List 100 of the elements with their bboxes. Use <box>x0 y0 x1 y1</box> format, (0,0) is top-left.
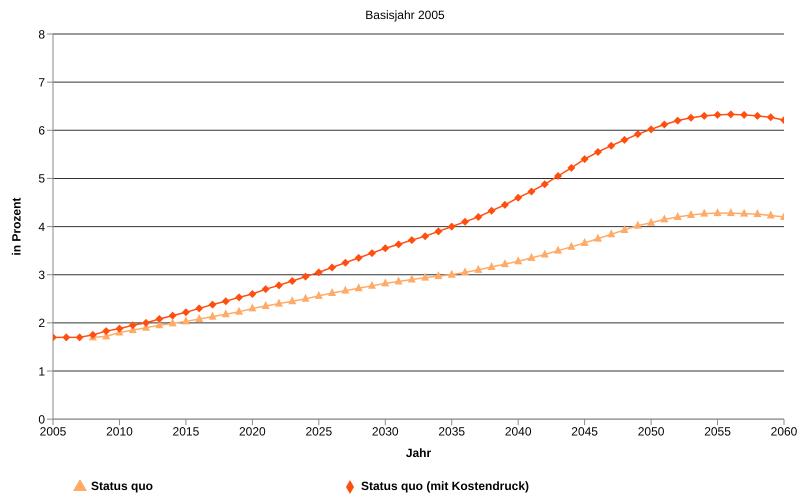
chart-title: Basisjahr 2005 <box>364 8 446 24</box>
point <box>660 214 668 222</box>
point <box>554 172 562 180</box>
point <box>567 164 576 172</box>
point <box>753 209 762 218</box>
y-tick-label: 4 <box>38 220 46 234</box>
point <box>700 112 708 120</box>
point <box>594 148 602 156</box>
x-axis-title: Jahr <box>406 446 432 460</box>
x-tick-label: 2030 <box>372 424 399 439</box>
point <box>248 290 256 298</box>
point <box>647 125 656 134</box>
point <box>208 300 216 309</box>
point <box>500 200 509 209</box>
x-tick-label: 2035 <box>438 424 466 439</box>
point <box>660 120 668 129</box>
point <box>580 155 589 164</box>
point <box>222 297 230 306</box>
y-tick-label: 8 <box>38 27 46 42</box>
point <box>302 272 310 281</box>
point <box>674 212 682 220</box>
point <box>354 283 363 292</box>
point <box>222 309 230 318</box>
point <box>474 264 482 273</box>
point <box>274 281 283 290</box>
point <box>421 272 430 281</box>
point <box>634 220 642 229</box>
point <box>155 315 164 324</box>
point <box>514 256 522 264</box>
point <box>274 298 283 307</box>
point <box>368 249 376 258</box>
point <box>740 110 748 119</box>
y-tick-label: 3 <box>38 268 46 282</box>
point <box>461 267 470 276</box>
point <box>488 262 496 270</box>
point <box>182 316 190 324</box>
point <box>700 208 708 217</box>
point <box>514 194 522 202</box>
point <box>394 276 403 284</box>
point <box>368 280 376 289</box>
point <box>408 236 416 244</box>
point <box>766 113 775 122</box>
point <box>128 321 137 330</box>
point <box>474 212 482 221</box>
y-tick-label: 5 <box>38 172 46 186</box>
point <box>634 130 642 138</box>
point <box>554 246 562 254</box>
point <box>76 333 84 342</box>
point <box>62 333 70 342</box>
point <box>262 285 270 294</box>
point <box>328 288 336 296</box>
point <box>421 232 430 240</box>
point <box>182 308 190 316</box>
point <box>686 114 695 122</box>
point <box>354 254 363 262</box>
point <box>168 312 177 320</box>
x-tick-label: 2045 <box>571 424 598 439</box>
y-tick-label: 2 <box>38 316 46 330</box>
y-tick-label: 7 <box>38 75 46 90</box>
point <box>381 278 390 286</box>
point <box>594 234 602 242</box>
point <box>314 268 323 276</box>
point <box>195 314 204 322</box>
point <box>726 208 735 216</box>
point <box>540 250 549 258</box>
x-tick-label: 2025 <box>305 424 332 439</box>
point <box>341 258 350 267</box>
point <box>726 110 735 118</box>
point <box>714 110 722 119</box>
point <box>647 218 656 226</box>
x-tick-label: 2040 <box>504 424 532 439</box>
x-tick-label: 2060 <box>770 424 798 439</box>
point <box>168 318 177 326</box>
point <box>500 259 509 268</box>
y-tick-label: 0 <box>38 412 46 426</box>
point <box>381 244 390 252</box>
point <box>208 312 216 320</box>
point <box>235 293 244 302</box>
point <box>448 270 456 278</box>
point <box>567 242 576 250</box>
y-tick-label: 6 <box>38 124 46 138</box>
point <box>607 229 616 238</box>
point <box>740 208 748 217</box>
point <box>235 306 244 315</box>
point <box>262 301 270 310</box>
point <box>434 271 442 280</box>
point <box>248 303 256 312</box>
point <box>314 290 323 299</box>
point <box>115 324 124 333</box>
point <box>766 210 775 219</box>
point <box>288 296 296 304</box>
x-tick-label: 2055 <box>704 424 732 439</box>
point <box>341 286 350 294</box>
point <box>394 240 403 248</box>
point <box>142 318 150 327</box>
point <box>195 304 204 312</box>
y-axis-title: in Prozent <box>9 198 24 256</box>
point <box>488 206 496 215</box>
x-tick-label: 2015 <box>172 424 200 439</box>
x-tick-label: 2010 <box>106 424 134 439</box>
